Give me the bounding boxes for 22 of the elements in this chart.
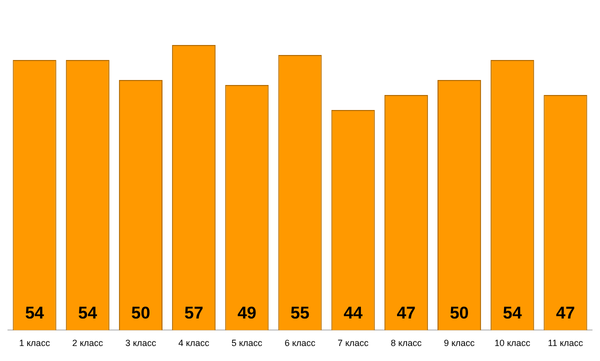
data-label: 54 [25, 303, 45, 322]
data-label: 49 [237, 303, 256, 322]
x-tick-label: 8 класс [390, 338, 422, 348]
x-tick-label: 9 класс [444, 338, 476, 348]
x-tick-label: 10 класс [494, 338, 531, 348]
data-label: 50 [131, 303, 150, 322]
x-tick-label: 2 класс [72, 338, 104, 348]
data-label: 50 [450, 303, 469, 322]
data-label: 54 [502, 303, 522, 322]
x-tick-label: 11 класс [548, 338, 584, 348]
data-label: 54 [78, 303, 98, 322]
x-tick-label: 7 класс [338, 338, 369, 348]
x-tick-label: 1 класс [19, 338, 50, 348]
x-tick-label: 3 класс [125, 338, 157, 348]
x-tick-label: 6 класс [284, 338, 316, 348]
data-label: 55 [290, 303, 310, 322]
data-label: 44 [344, 303, 364, 322]
data-label: 47 [396, 303, 416, 322]
data-label: 47 [556, 303, 575, 322]
x-tick-label: 4 класс [178, 338, 210, 348]
data-label: 57 [184, 303, 204, 322]
x-tick-label: 5 класс [232, 338, 263, 348]
